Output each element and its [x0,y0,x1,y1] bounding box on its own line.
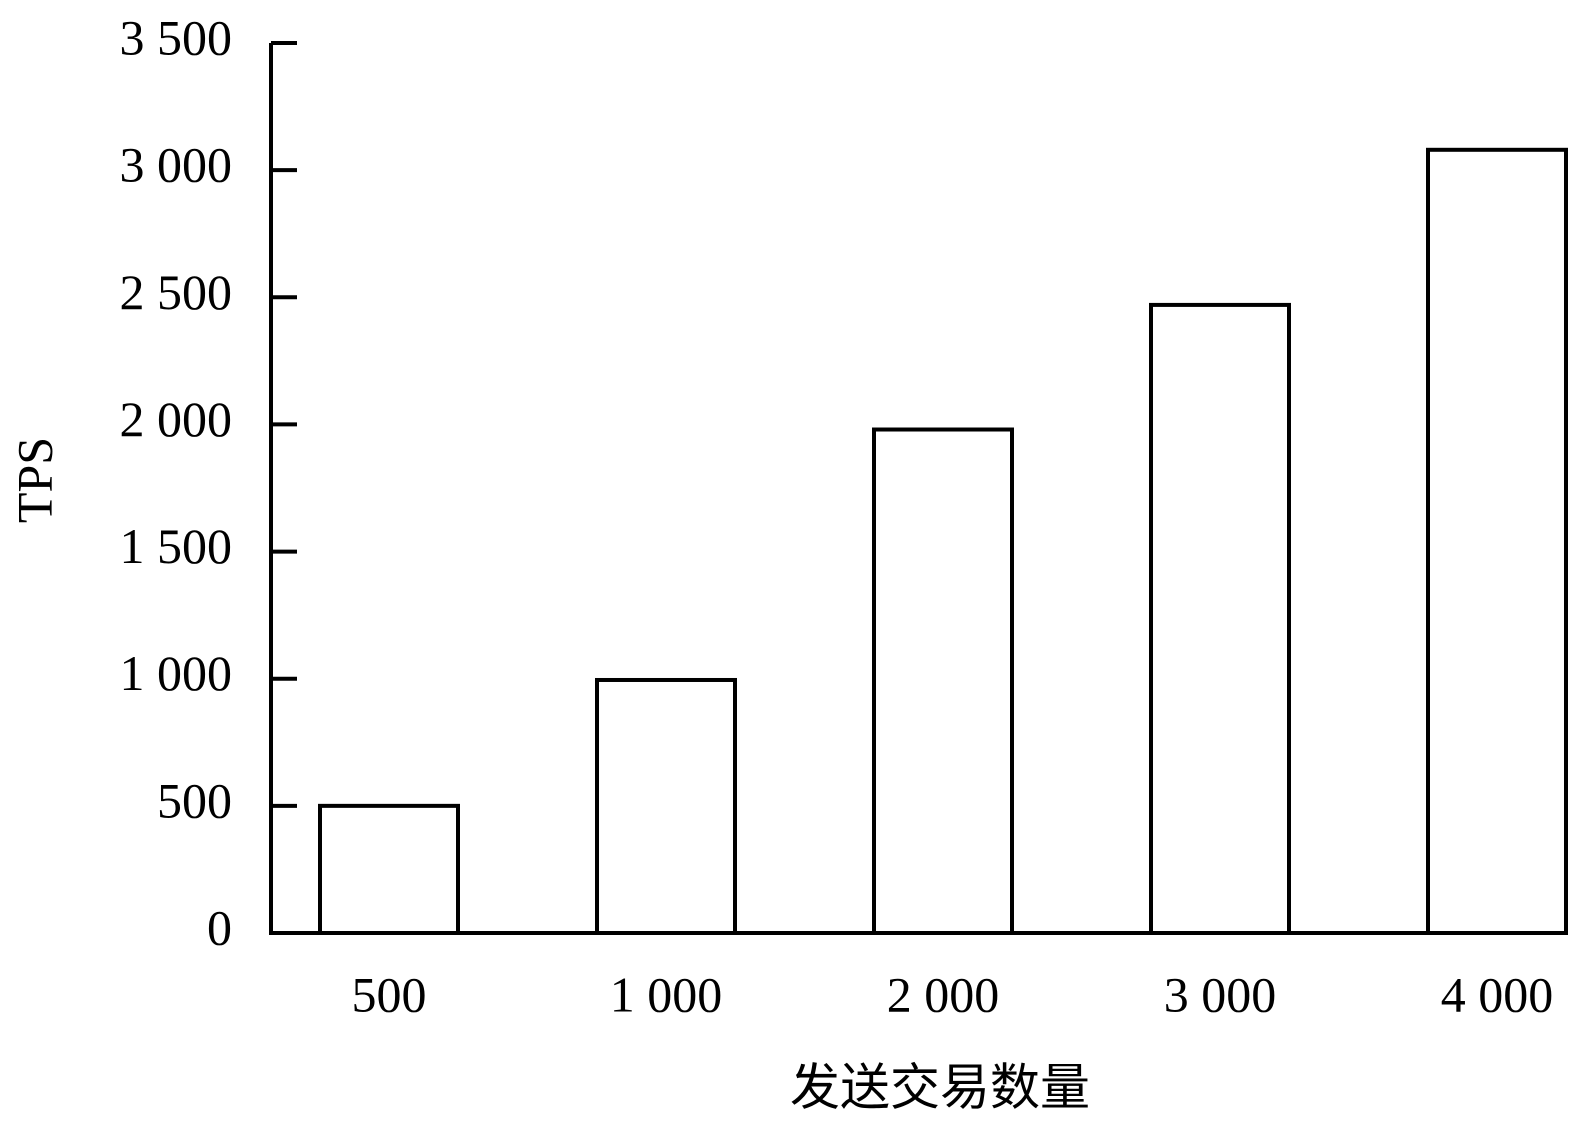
y-tick-label: 1 000 [120,645,233,701]
x-tick-label: 3 000 [1164,966,1277,1022]
x-tick-label: 2 000 [887,966,1000,1022]
x-tick-label: 4 000 [1441,966,1554,1022]
y-tick-label: 3 000 [120,137,233,193]
x-axis-label: 发送交易数量 [790,1059,1090,1115]
y-tick-label: 3 500 [120,9,233,65]
y-tick-label: 2 000 [120,391,233,447]
y-tick-label: 1 500 [120,518,233,574]
y-tick-label: 500 [157,772,232,828]
bar [1426,147,1568,936]
y-axis-label: TPS [6,437,62,523]
x-tick-label: 1 000 [610,966,723,1022]
bar [872,427,1014,935]
y-tick-label: 2 500 [120,264,233,320]
bar [595,677,737,935]
x-tick-label: 500 [352,966,427,1022]
y-tick-label: 0 [207,899,232,955]
bar [318,803,460,935]
bar [1149,302,1291,935]
